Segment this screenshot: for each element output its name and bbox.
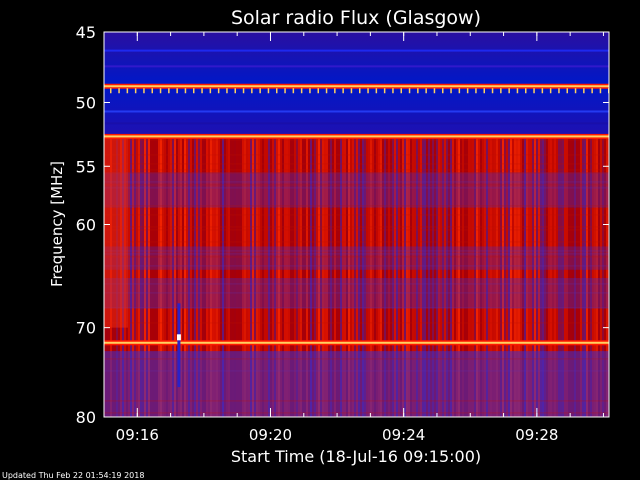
low-band-stripes <box>104 49 609 125</box>
interference-line-core <box>104 135 609 138</box>
interference-comb <box>110 88 609 94</box>
y-tick-label: 50 <box>76 94 96 113</box>
y-tick-label: 55 <box>76 157 96 176</box>
chart-title: Solar radio Flux (Glasgow) <box>231 7 481 29</box>
marker-glitch <box>177 303 181 388</box>
low-intensity-haze <box>104 172 609 417</box>
y-tick-label: 45 <box>76 23 96 42</box>
y-tick-label: 60 <box>76 216 96 235</box>
plot-area <box>104 32 609 417</box>
x-axis: 09:16 09:20 09:24 09:28 <box>116 32 604 444</box>
interference-line-core <box>104 341 609 344</box>
x-tick-label: 09:16 <box>116 426 159 444</box>
interference-line-core <box>104 85 609 88</box>
left-edge-emission <box>104 136 128 328</box>
signal-streaks <box>104 136 609 417</box>
x-axis-label: Start Time (18-Jul-16 09:15:00) <box>231 447 481 466</box>
updated-footer: Updated Thu Feb 22 01:54:19 2018 <box>2 471 144 480</box>
y-tick-label: 80 <box>76 408 96 427</box>
y-axis: 45 50 55 60 70 80 <box>76 23 609 427</box>
x-tick-label: 09:20 <box>249 426 292 444</box>
marker-glitch-peak <box>176 334 181 341</box>
x-tick-label: 09:24 <box>382 426 425 444</box>
x-tick-label: 09:28 <box>515 426 558 444</box>
y-axis-label: Frequency [MHz] <box>48 161 66 287</box>
y-tick-label: 70 <box>76 319 96 338</box>
